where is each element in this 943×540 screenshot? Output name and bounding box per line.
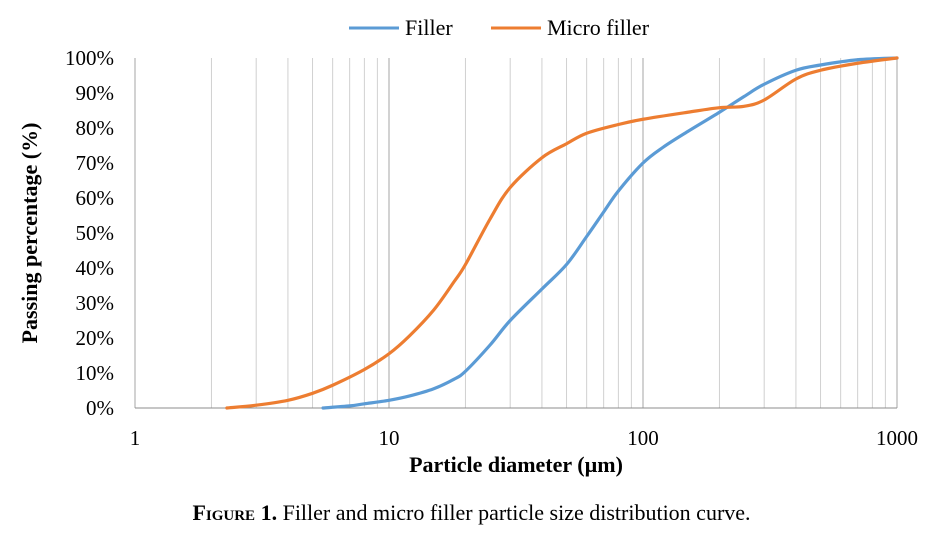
x-tick-label: 1: [130, 426, 141, 450]
y-tick-label: 70%: [76, 151, 115, 175]
x-tick-label: 100: [627, 426, 659, 450]
y-tick-label: 80%: [76, 116, 115, 140]
series-line-filler: [321, 56, 899, 410]
y-tick-label: 30%: [76, 291, 115, 315]
figure-text: Filler and micro filler particle size di…: [277, 500, 751, 525]
y-tick-label: 100%: [65, 46, 114, 70]
figure-label: Figure 1.: [192, 500, 278, 525]
legend-label-micro-filler: Micro filler: [547, 15, 650, 40]
y-tick-label: 0%: [86, 396, 114, 420]
y-tick-label: 90%: [76, 81, 115, 105]
legend: Filler Micro filler: [349, 15, 650, 40]
y-tick-label: 50%: [76, 221, 115, 245]
x-axis-title: Particle diameter (µm): [409, 452, 623, 477]
vertical-gridlines: [134, 58, 898, 408]
x-tick-label: 10: [379, 426, 400, 450]
series-line-micro-filler: [225, 56, 899, 410]
series-lines: [225, 56, 899, 410]
y-tick-label: 10%: [76, 361, 115, 385]
y-axis-title: Passing percentage (%): [17, 123, 42, 344]
y-tick-labels: 0% 10% 20% 30% 40% 50% 60% 70% 80% 90% 100%: [65, 46, 114, 420]
y-tick-label: 20%: [76, 326, 115, 350]
x-tick-labels: 1 10 100 1000: [130, 426, 918, 450]
y-tick-label: 40%: [76, 256, 115, 280]
x-tick-label: 1000: [876, 426, 918, 450]
y-tick-label: 60%: [76, 186, 115, 210]
legend-label-filler: Filler: [405, 15, 453, 40]
figure-caption: Figure 1. Filler and micro filler partic…: [0, 500, 943, 526]
